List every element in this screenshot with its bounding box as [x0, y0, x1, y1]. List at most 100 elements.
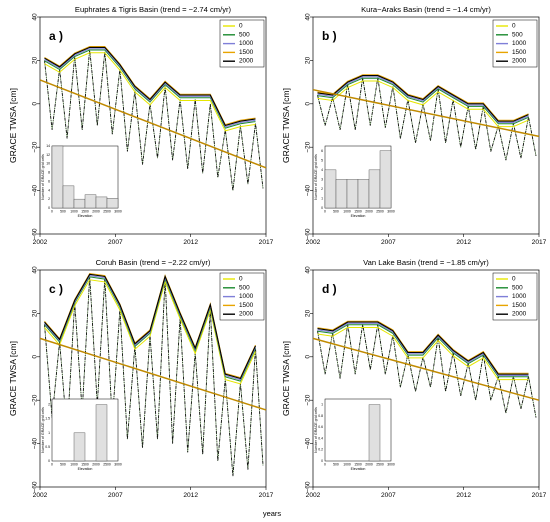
histogram-bar [84, 194, 97, 209]
legend-entry: 1500 [512, 302, 527, 309]
y-tick-label: 0 [305, 355, 312, 359]
y-tick-label: 20 [32, 309, 39, 317]
legend-entry: 500 [239, 31, 250, 38]
legend-entry: 2000 [512, 58, 527, 65]
inset-y-tick-label: 1.5 [45, 417, 50, 421]
series-elev-500 [44, 49, 256, 129]
legend-entry: 1000 [239, 293, 254, 300]
inset-x-tick-label: 500 [333, 463, 339, 467]
inset-x-tick-label: 2500 [376, 210, 384, 214]
histogram-bar [346, 179, 359, 209]
x-tick-label: 2012 [456, 492, 471, 499]
x-tick-label: 2012 [456, 239, 471, 246]
histogram-bar [73, 198, 86, 209]
inset-x-label: Elevation [351, 467, 366, 471]
inset-y-label: Number of GRACE grid cells [314, 154, 318, 200]
panel-letter: a ) [49, 29, 63, 43]
trend-line [39, 79, 267, 169]
legend-entry: 1500 [239, 49, 254, 56]
y-tick-label: 20 [32, 56, 39, 64]
x-tick-label: 2002 [33, 239, 48, 246]
inset-y-tick-label: 5 [321, 158, 323, 162]
plot-frame [312, 16, 540, 235]
panel-title: Van Lake Basin (trend = −1.85 cm/yr) [363, 258, 489, 267]
inset-x-tick-label: 2000 [92, 210, 100, 214]
inset-x-tick-label: 2500 [103, 210, 111, 214]
inset-y-tick-label: 0.4 [318, 436, 323, 440]
y-axis-label: GRACE TWSA [cm] [281, 341, 291, 416]
trend-line [312, 88, 540, 138]
histogram-bar [62, 185, 75, 209]
inset-x-tick-label: 2000 [365, 210, 373, 214]
y-tick-label: −60 [32, 228, 39, 240]
inset-y-tick-label: 1 [321, 403, 323, 407]
x-tick-label: 2002 [306, 239, 321, 246]
inset-x-tick-label: 0 [324, 210, 326, 214]
y-tick-label: −60 [305, 228, 312, 240]
panel-title: Euphrates & Tigris Basin (trend = −2.74 … [75, 5, 232, 14]
inset-y-tick-label: 0 [48, 459, 50, 463]
legend-entry: 500 [512, 284, 523, 291]
inset-x-tick-label: 3000 [387, 210, 395, 214]
y-tick-label: 40 [32, 13, 39, 21]
legend-entry: 2000 [239, 311, 254, 318]
y-tick-label: −20 [32, 394, 39, 406]
inset-x-tick-label: 0 [51, 210, 53, 214]
y-tick-label: −40 [305, 185, 312, 197]
inset-x-label: Elevation [78, 214, 93, 218]
inset-y-tick-label: 6 [321, 149, 323, 153]
inset-histogram: 0 500 1000 1500 2000 2500 3000 0 0.5 1 1.5 2 Elevati… [41, 398, 122, 471]
legend-entry: 1000 [239, 40, 254, 47]
inset-x-tick-label: 2000 [365, 463, 373, 467]
seasonal-series [317, 77, 537, 161]
y-tick-label: −20 [32, 141, 39, 153]
inset-y-tick-label: 4 [321, 168, 323, 172]
series-elev-0 [317, 327, 529, 381]
y-tick-label: 0 [32, 102, 39, 106]
panel-2: Kura−Araks Basin (trend = −1.4 cm/yr) −60… [281, 5, 547, 246]
legend-entry: 0 [512, 276, 516, 283]
legend-entry: 2000 [239, 58, 254, 65]
inset-x-tick-label: 500 [333, 210, 339, 214]
legend-box [492, 272, 538, 321]
panel-3: Coruh Basin (trend = −2.22 cm/yr) −60 −40 −… [8, 258, 274, 499]
y-tick-label: 20 [305, 309, 312, 317]
series-elev-500 [317, 77, 529, 125]
inset-x-tick-label: 3000 [114, 210, 122, 214]
inset-y-tick-label: 0 [48, 206, 50, 210]
legend-entry: 1000 [512, 293, 527, 300]
inset-x-tick-label: 500 [60, 210, 66, 214]
inset-histogram: 0 500 1000 1500 2000 2500 3000 0 1 2 3 4 5 6 Elevation… [314, 145, 395, 218]
y-tick-label: 0 [305, 102, 312, 106]
inset-y-tick-label: 2 [48, 197, 50, 201]
histogram-bar [73, 432, 86, 462]
inset-y-tick-label: 1 [321, 196, 323, 200]
series-elev-2000 [44, 46, 256, 127]
series-elev-2000 [317, 321, 529, 375]
y-axis-label: GRACE TWSA [cm] [281, 88, 291, 163]
legend-entry: 500 [239, 284, 250, 291]
x-tick-label: 2002 [306, 492, 321, 499]
inset-x-tick-label: 1000 [343, 210, 351, 214]
series-elev-1000 [317, 76, 529, 123]
series-elev-2000 [44, 273, 256, 380]
panel-title: Kura−Araks Basin (trend = −1.4 cm/yr) [361, 5, 491, 14]
inset-y-tick-label: 4 [48, 188, 50, 192]
x-tick-label: 2017 [259, 239, 274, 246]
inset-y-tick-label: 8 [48, 171, 50, 175]
inset-x-label: Elevation [351, 214, 366, 218]
y-axis-label: GRACE TWSA [cm] [8, 88, 18, 163]
x-axis-label: years [263, 509, 282, 518]
x-tick-label: 2007 [381, 239, 396, 246]
inset-y-label: Number of GRACE grid cells [41, 154, 45, 200]
panels: Euphrates & Tigris Basin (trend = −2.74 … [8, 5, 547, 499]
y-tick-label: −40 [32, 438, 39, 450]
trend-line [39, 337, 267, 411]
histogram-bar [51, 145, 64, 209]
inset-x-tick-label: 1000 [70, 210, 78, 214]
legend-entry: 500 [512, 31, 523, 38]
series-elev-1000 [44, 48, 256, 128]
inset-x-tick-label: 500 [60, 463, 66, 467]
inset-y-tick-label: 0 [321, 206, 323, 210]
series-elev-2000 [317, 75, 529, 122]
